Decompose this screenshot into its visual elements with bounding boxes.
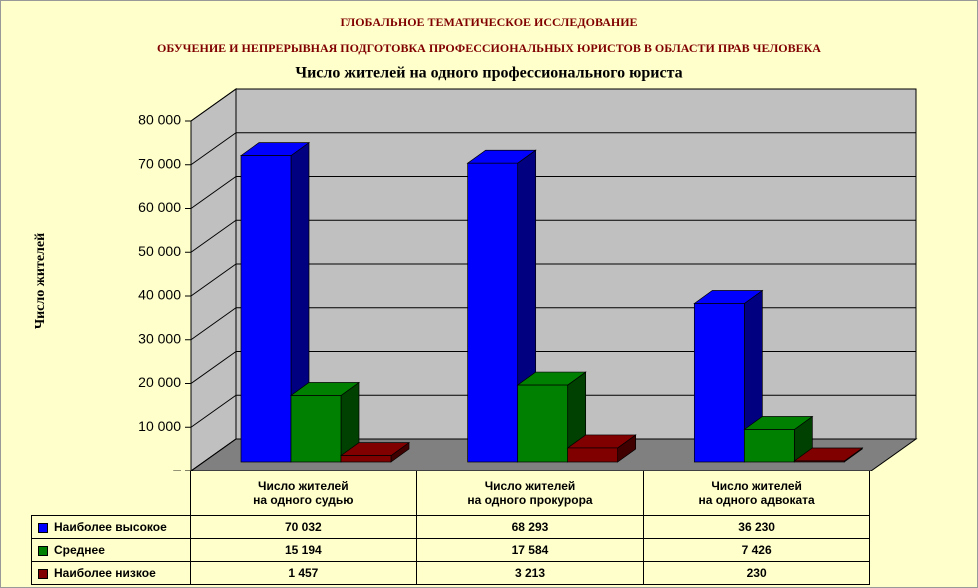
legend-entry: Наиболее низкое (31, 561, 191, 585)
y-tick-label: 70 000 (138, 155, 181, 171)
x-tick-label: Число жителей на одного судью (189, 471, 418, 516)
value-label: 36 230 (642, 515, 871, 539)
y-tick-label: 20 000 (138, 374, 181, 390)
corner (31, 471, 191, 516)
value-label: 70 032 (189, 515, 418, 539)
grid-line (190, 307, 237, 341)
value-label: 1 457 (189, 561, 418, 585)
y-tick-label: 30 000 (138, 330, 181, 346)
grid-line (190, 88, 237, 122)
table-row: Среднее 15 194 17 584 7 426 (31, 538, 871, 562)
bar (467, 162, 519, 463)
bar (290, 395, 342, 463)
grid-line (190, 132, 237, 166)
x-tick-label: Число жителей на одного адвоката (642, 471, 871, 516)
bar (693, 303, 745, 463)
legend-swatch (38, 568, 48, 579)
grid-line (190, 394, 237, 428)
y-tick-label: 10 000 (138, 418, 181, 434)
value-label: 15 194 (189, 538, 418, 562)
bar (567, 447, 619, 463)
title: ГЛОБАЛЬНОЕ ТЕМАТИЧЕСКОЕ ИССЛЕДОВАНИЕ (340, 15, 637, 29)
chart: ГЛОБАЛЬНОЕ ТЕМАТИЧЕСКОЕ ИССЛЕДОВАНИЕ ОБУ… (33, 15, 918, 471)
grid-line (190, 438, 237, 471)
y-axis-label: Число жителей (33, 233, 48, 329)
value-label: 68 293 (416, 515, 644, 539)
legend-swatch (38, 522, 48, 533)
legend-label: Среднее (54, 543, 105, 557)
y-tick-label: 80 000 (138, 112, 181, 128)
chart-title: Число жителей на одного профессиональног… (295, 65, 682, 82)
bar (517, 384, 569, 463)
y-tick-label: 60 000 (138, 199, 181, 215)
value-label: 3 213 (416, 561, 644, 585)
bar (743, 429, 795, 463)
x-tick-label: Число жителей на одного прокурора (416, 471, 644, 516)
grid-line (190, 263, 237, 297)
value-label: 230 (642, 561, 871, 585)
legend-entry: Наиболее высокое (31, 515, 191, 539)
bar (793, 460, 845, 463)
y-tick-label: – (173, 462, 181, 471)
legend-swatch (38, 545, 48, 556)
y-tick-label: 50 000 (138, 243, 181, 259)
value-label: 17 584 (416, 538, 644, 562)
y-tick-label: 40 000 (138, 287, 181, 303)
subtitle: ОБУЧЕНИЕ И НЕПРЕРЫВНАЯ ПОДГОТОВКА ПРОФЕС… (157, 41, 821, 55)
data-table: Число жителей на одного судью Число жител… (31, 471, 871, 585)
bar (240, 155, 292, 463)
value-label: 7 426 (642, 538, 871, 562)
table-row: Наиболее высокое 70 032 68 293 36 230 (31, 515, 871, 539)
grid-line (190, 351, 237, 384)
legend-entry: Среднее (31, 538, 191, 562)
grid-line (190, 176, 237, 209)
legend-label: Наиболее высокое (54, 520, 167, 534)
bar (340, 455, 392, 463)
table-header: Число жителей на одного судью Число жител… (31, 471, 871, 516)
grid-line (190, 219, 237, 253)
table-row: Наиболее низкое 1 457 3 213 230 (31, 561, 871, 585)
legend-label: Наиболее низкое (54, 566, 156, 580)
